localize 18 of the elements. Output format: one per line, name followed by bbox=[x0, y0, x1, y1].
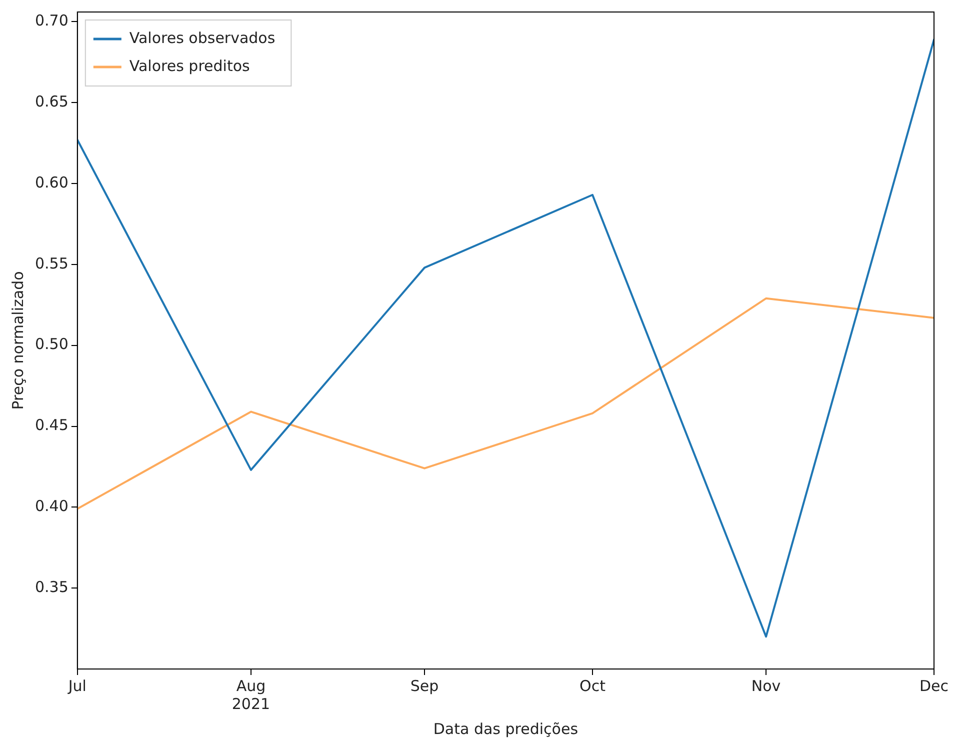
y-tick-label: 0.55 bbox=[34, 254, 68, 272]
y-tick-label: 0.40 bbox=[34, 497, 68, 516]
y-tick-label: 0.45 bbox=[34, 416, 68, 434]
y-tick-label: 0.65 bbox=[34, 92, 68, 111]
x-tick-label: Aug 2021 bbox=[232, 676, 270, 713]
x-tick-label: Nov bbox=[751, 676, 781, 695]
legend-label: Valores observados bbox=[129, 28, 276, 47]
x-tick-label: Dec bbox=[919, 676, 949, 695]
y-tick-label: 0.70 bbox=[34, 12, 68, 30]
x-tick-label: Jul bbox=[67, 676, 86, 695]
legend-label: Valores preditos bbox=[129, 56, 250, 75]
y-tick-label: 0.60 bbox=[34, 173, 68, 192]
x-tick-label: Oct bbox=[580, 676, 606, 695]
x-axis-title: Data das predições bbox=[433, 720, 578, 738]
y-tick-label: 0.50 bbox=[34, 335, 68, 354]
x-tick-label: Sep bbox=[410, 676, 439, 695]
y-axis-title: Preço normalizado bbox=[8, 271, 27, 410]
y-tick-label: 0.35 bbox=[34, 578, 68, 596]
